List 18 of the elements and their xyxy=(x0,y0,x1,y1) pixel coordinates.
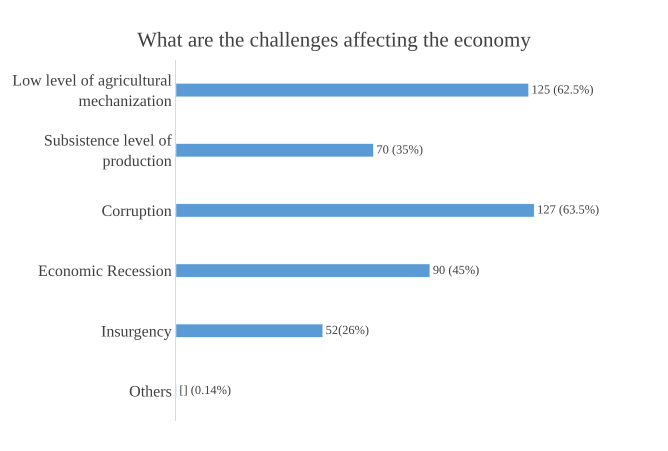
y-tick-label: Economic Recession xyxy=(38,263,172,280)
y-tick-label: Subsistence level of production xyxy=(44,132,172,170)
chart-title: What are the challenges affecting the economy xyxy=(137,27,532,52)
bar xyxy=(176,143,374,158)
bar xyxy=(176,204,534,218)
data-label: [] (0.14%) xyxy=(179,383,232,398)
data-label: 52(26%) xyxy=(326,323,370,338)
y-tick-label: Insurgency xyxy=(101,323,172,340)
y-tick-label: Others xyxy=(129,384,172,401)
bar xyxy=(176,324,323,338)
data-label: 127 (63.5%) xyxy=(537,202,600,217)
y-tick-label: Corruption xyxy=(102,203,172,220)
data-label: 125 (62.5%) xyxy=(532,82,594,96)
y-tick-label: Low level of agricultural mechanization xyxy=(12,72,172,110)
data-label: 70 (35%) xyxy=(376,142,423,157)
bar xyxy=(176,264,430,278)
bar xyxy=(176,83,529,97)
data-label: 90 (45%) xyxy=(432,262,480,277)
